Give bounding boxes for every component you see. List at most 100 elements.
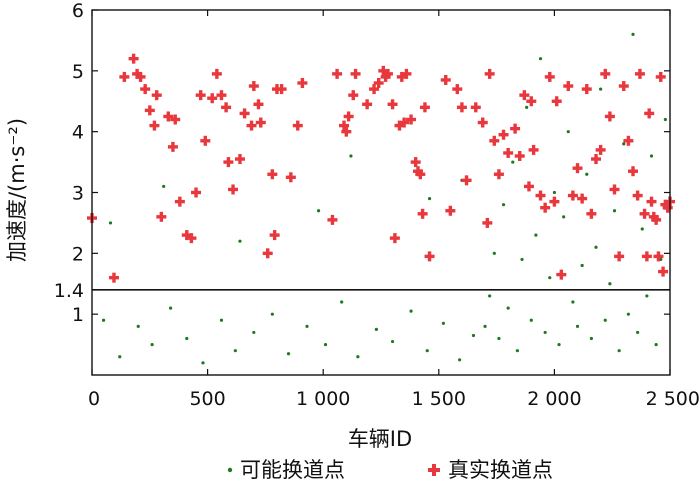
x-tick-label: 500 xyxy=(189,388,225,410)
data-point xyxy=(356,355,360,359)
data-point xyxy=(497,336,501,341)
y-tick-label: 6 xyxy=(72,0,84,22)
data-point xyxy=(648,211,659,222)
data-point xyxy=(510,123,521,134)
series-1 xyxy=(101,32,667,365)
x-axis-title: 车辆ID xyxy=(348,427,412,451)
data-point xyxy=(551,96,562,107)
data-point xyxy=(417,208,428,219)
y-tick-label: 4 xyxy=(72,122,84,144)
x-tick-label: 0 xyxy=(88,388,100,410)
data-point xyxy=(292,120,303,131)
data-point xyxy=(493,169,504,180)
data-point xyxy=(340,300,344,304)
data-point xyxy=(151,90,162,101)
data-point xyxy=(511,160,515,164)
data-point xyxy=(581,84,592,95)
data-point xyxy=(660,199,671,210)
data-point xyxy=(604,111,615,122)
data-point xyxy=(653,251,664,262)
data-point xyxy=(456,102,467,113)
data-point xyxy=(195,90,206,101)
data-point xyxy=(327,214,338,225)
x-tick-label: 2 000 xyxy=(527,388,581,410)
data-point xyxy=(382,68,393,79)
data-point xyxy=(341,126,352,137)
data-point xyxy=(419,102,430,113)
data-point xyxy=(488,294,492,298)
data-point xyxy=(390,339,395,344)
data-point xyxy=(651,214,662,225)
data-point xyxy=(519,90,530,101)
data-point xyxy=(634,68,645,79)
data-point xyxy=(362,99,373,110)
data-point xyxy=(658,266,669,277)
data-point xyxy=(144,105,155,116)
data-point xyxy=(585,172,589,176)
data-point xyxy=(654,342,658,347)
legend: 可能换道点 真实换道点 xyxy=(227,458,553,482)
data-point xyxy=(626,312,630,316)
data-point xyxy=(389,233,400,244)
legend-label-candidate: 可能换道点 xyxy=(240,458,345,482)
data-point xyxy=(600,68,611,79)
data-point xyxy=(589,336,593,341)
data-point xyxy=(461,175,472,186)
data-point xyxy=(543,330,547,335)
data-point xyxy=(286,352,291,356)
data-point xyxy=(471,333,476,338)
data-point xyxy=(156,211,167,222)
data-point xyxy=(387,99,398,110)
data-point xyxy=(269,230,280,241)
plot-area xyxy=(92,10,670,375)
data-point xyxy=(221,102,232,113)
data-point xyxy=(316,209,321,213)
data-point xyxy=(348,90,359,101)
data-point xyxy=(534,233,538,237)
data-point xyxy=(140,84,151,95)
data-point xyxy=(305,324,309,328)
data-point xyxy=(207,93,218,104)
data-point xyxy=(501,203,506,207)
data-point xyxy=(528,144,539,155)
data-point xyxy=(276,84,287,95)
data-point xyxy=(410,157,421,168)
data-point xyxy=(440,74,451,85)
data-point xyxy=(234,154,245,165)
data-point xyxy=(639,208,650,219)
data-point xyxy=(492,251,496,255)
y-tick-label: 1.4 xyxy=(54,280,84,302)
data-point xyxy=(270,312,274,316)
data-point xyxy=(575,324,580,328)
data-point xyxy=(452,84,463,95)
data-point xyxy=(445,205,456,216)
data-point xyxy=(594,245,598,249)
data-point xyxy=(556,269,567,280)
data-point xyxy=(538,57,543,61)
data-point xyxy=(646,196,657,207)
data-point xyxy=(350,68,361,79)
data-point xyxy=(552,190,557,195)
data-point xyxy=(119,71,130,82)
data-point xyxy=(170,114,181,125)
data-point xyxy=(248,81,259,92)
data-point xyxy=(595,144,606,155)
data-point xyxy=(458,358,462,362)
data-point xyxy=(401,68,412,79)
data-point xyxy=(216,90,227,101)
data-point xyxy=(425,349,429,353)
data-point xyxy=(441,321,446,325)
data-point xyxy=(108,272,119,283)
y-tick-label: 3 xyxy=(72,183,84,205)
data-point xyxy=(399,117,410,128)
data-point xyxy=(562,215,566,219)
data-point xyxy=(603,318,607,322)
data-point xyxy=(186,233,197,244)
data-point xyxy=(498,129,509,140)
data-point xyxy=(523,181,534,192)
data-point xyxy=(415,169,426,180)
data-point xyxy=(599,87,603,91)
data-point xyxy=(394,120,405,131)
data-point xyxy=(514,151,525,161)
data-point xyxy=(644,108,655,119)
